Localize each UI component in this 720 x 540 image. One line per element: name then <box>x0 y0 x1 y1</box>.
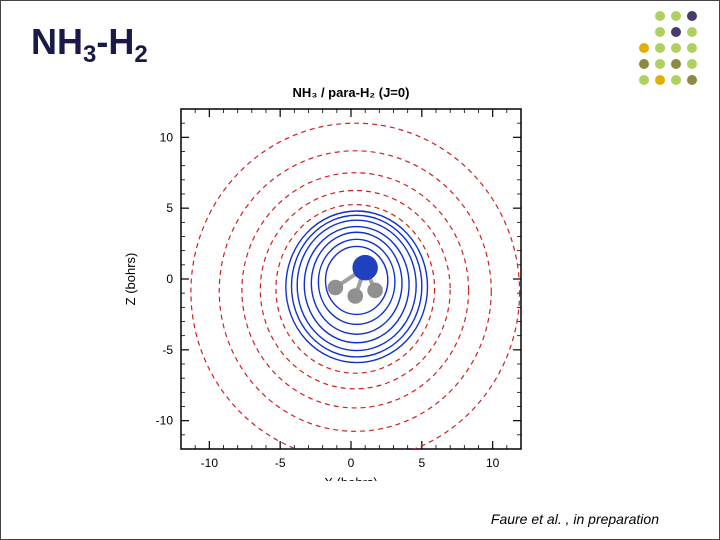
svg-text:5: 5 <box>418 456 425 470</box>
svg-text:-5: -5 <box>275 456 286 470</box>
corner-dots-decoration <box>639 11 701 89</box>
svg-text:5: 5 <box>166 201 173 215</box>
svg-text:X (bohrs): X (bohrs) <box>324 475 377 481</box>
svg-text:-10: -10 <box>201 456 219 470</box>
citation-text: Faure et al. , in preparation <box>491 511 659 527</box>
svg-text:10: 10 <box>486 456 500 470</box>
svg-text:10: 10 <box>160 130 174 144</box>
svg-text:Z (bohrs): Z (bohrs) <box>123 253 138 306</box>
svg-text:0: 0 <box>348 456 355 470</box>
svg-text:NH₃ / para-H₂ (J=0): NH₃ / para-H₂ (J=0) <box>293 85 410 100</box>
svg-text:-10: -10 <box>156 414 174 428</box>
contour-chart: -10 -5 0 5 10 -10 -5 0 5 10 NH₃ / para-H₂ (J=0) X (… <box>111 81 571 481</box>
svg-text:0: 0 <box>166 272 173 286</box>
svg-text:-5: -5 <box>162 343 173 357</box>
slide-title: NH3-H2 <box>31 21 148 69</box>
